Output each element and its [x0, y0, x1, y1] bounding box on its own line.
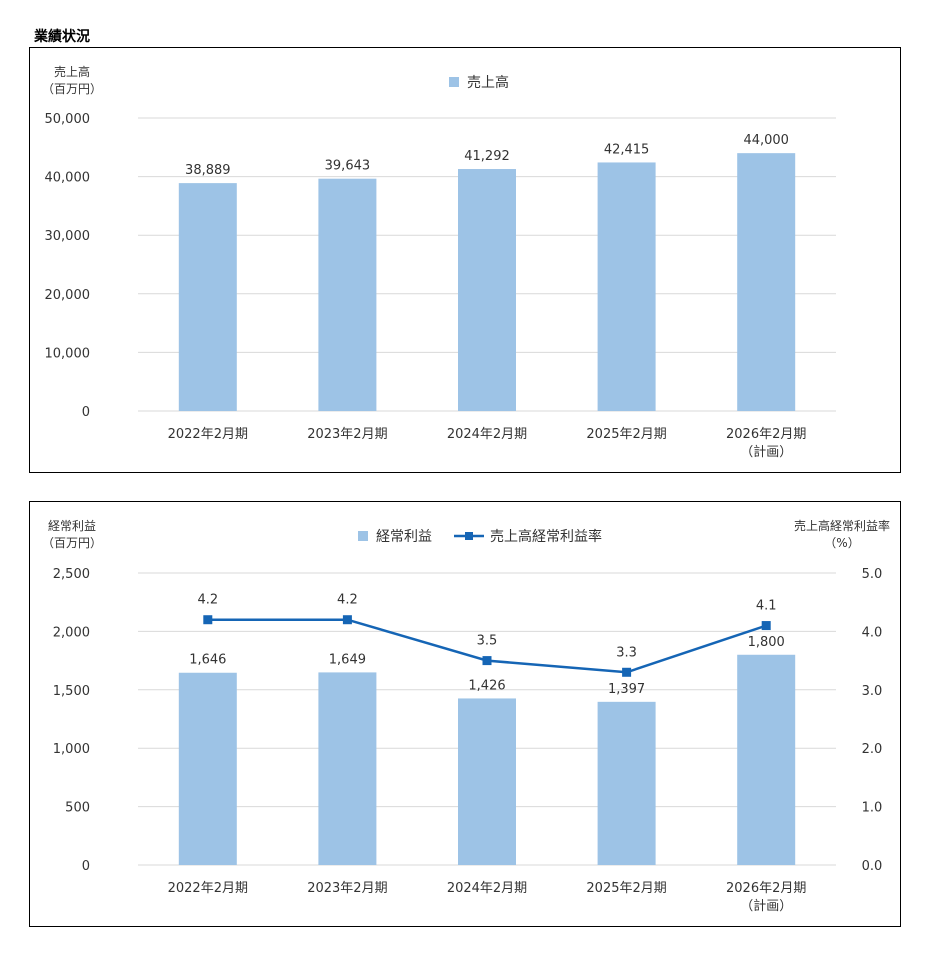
y2-tick-label: 1.0: [862, 801, 883, 816]
x-tick-label: 2026年2月期: [726, 427, 806, 442]
section-title: 業績状況: [34, 29, 90, 45]
x-tick-label: 2024年2月期: [447, 881, 527, 896]
ratio-point: [203, 615, 213, 625]
ratio-point: [622, 667, 632, 677]
ordinary-profit-chart-svg: 0 500 1,000 1,500 2,000 2,500 0.0 1.0 2.0 3.0 4.0 5…: [42, 518, 890, 914]
y-axis-title: 売上高: [54, 64, 90, 79]
y2-tick-label: 2.0: [862, 742, 883, 757]
y-axis-title: （百万円）: [42, 536, 102, 550]
y-tick-label: 0: [82, 405, 90, 420]
x-tick-label: 2025年2月期: [586, 427, 666, 442]
y-tick-label: 40,000: [45, 171, 91, 186]
y-tick-label: 30,000: [45, 229, 91, 244]
bar-data-label: 1,649: [329, 652, 366, 667]
bar: [318, 672, 377, 865]
x-tick-label: 2022年2月期: [168, 427, 248, 442]
bar-data-label: 1,426: [468, 678, 505, 693]
legend-label: 売上高経常利益率: [490, 528, 602, 545]
bar: [597, 701, 656, 865]
y-axis-title: （百万円）: [42, 82, 102, 96]
y-tick-label: 50,000: [45, 112, 91, 127]
y-tick-label: 1,500: [53, 684, 90, 699]
bar-data-label: 41,292: [464, 149, 510, 164]
y-tick-label: 2,000: [53, 625, 90, 640]
ratio-point: [482, 656, 492, 666]
bar-data-label: 1,800: [748, 635, 785, 650]
y2-axis-title: （%）: [824, 536, 859, 550]
legend-label: 経常利益: [376, 529, 432, 545]
bar: [597, 162, 656, 411]
ordinary-profit-chart: 0 500 1,000 1,500 2,000 2,500 0.0 1.0 2.0 3.0 4.0 5…: [29, 501, 901, 927]
legend-bar-swatch: [449, 77, 459, 87]
y2-tick-label: 0.0: [862, 859, 883, 874]
bar: [737, 654, 796, 865]
y-tick-label: 0: [82, 859, 90, 874]
bar: [178, 183, 237, 411]
y-axis-title: 経常利益: [48, 519, 96, 533]
y2-axis-title: 売上高経常利益率: [794, 518, 890, 533]
x-tick-label: （計画）: [740, 898, 792, 914]
x-tick-label: 2023年2月期: [307, 881, 387, 896]
y-tick-label: 1,000: [53, 742, 90, 757]
y-tick-label: 500: [65, 801, 90, 816]
legend-label: 売上高: [467, 74, 509, 91]
x-tick-label: （計画）: [740, 444, 792, 460]
y-tick-label: 10,000: [45, 346, 91, 361]
legend-bar-swatch: [358, 531, 368, 541]
bar-data-label: 42,415: [604, 142, 650, 157]
bar: [458, 698, 516, 865]
ratio-data-label: 3.3: [616, 645, 637, 660]
legend-marker-swatch: [465, 532, 473, 540]
bar-data-label: 39,643: [325, 159, 371, 174]
ratio-data-label: 4.2: [197, 593, 218, 608]
sales-chart-svg: 0 10,000 20,000 30,000 40,000 50,000 売上高 （百万円） 3…: [42, 64, 836, 460]
x-tick-label: 2022年2月期: [168, 881, 248, 896]
bar: [737, 153, 796, 411]
bar-data-label: 38,889: [185, 163, 231, 178]
x-tick-label: 2025年2月期: [586, 881, 666, 896]
bar: [318, 178, 377, 411]
x-tick-label: 2024年2月期: [447, 427, 527, 442]
bar-data-label: 1,646: [189, 653, 226, 668]
y-tick-label: 20,000: [45, 288, 91, 303]
y2-tick-label: 4.0: [862, 625, 883, 640]
x-tick-label: 2023年2月期: [307, 427, 387, 442]
sales-chart: 0 10,000 20,000 30,000 40,000 50,000 売上高 （百万円） 3…: [29, 47, 901, 473]
bar: [458, 169, 516, 411]
bar-data-label: 1,397: [608, 682, 645, 697]
x-tick-label: 2026年2月期: [726, 881, 806, 896]
y2-tick-label: 5.0: [862, 567, 883, 582]
y-tick-label: 2,500: [53, 567, 90, 582]
ratio-point: [342, 615, 352, 625]
bar-data-label: 44,000: [743, 133, 789, 148]
y2-tick-label: 3.0: [862, 684, 883, 699]
ratio-point: [761, 621, 771, 631]
ratio-data-label: 4.2: [337, 593, 358, 608]
ratio-data-label: 4.1: [756, 599, 777, 614]
ratio-data-label: 3.5: [477, 634, 498, 649]
bar: [178, 672, 237, 865]
